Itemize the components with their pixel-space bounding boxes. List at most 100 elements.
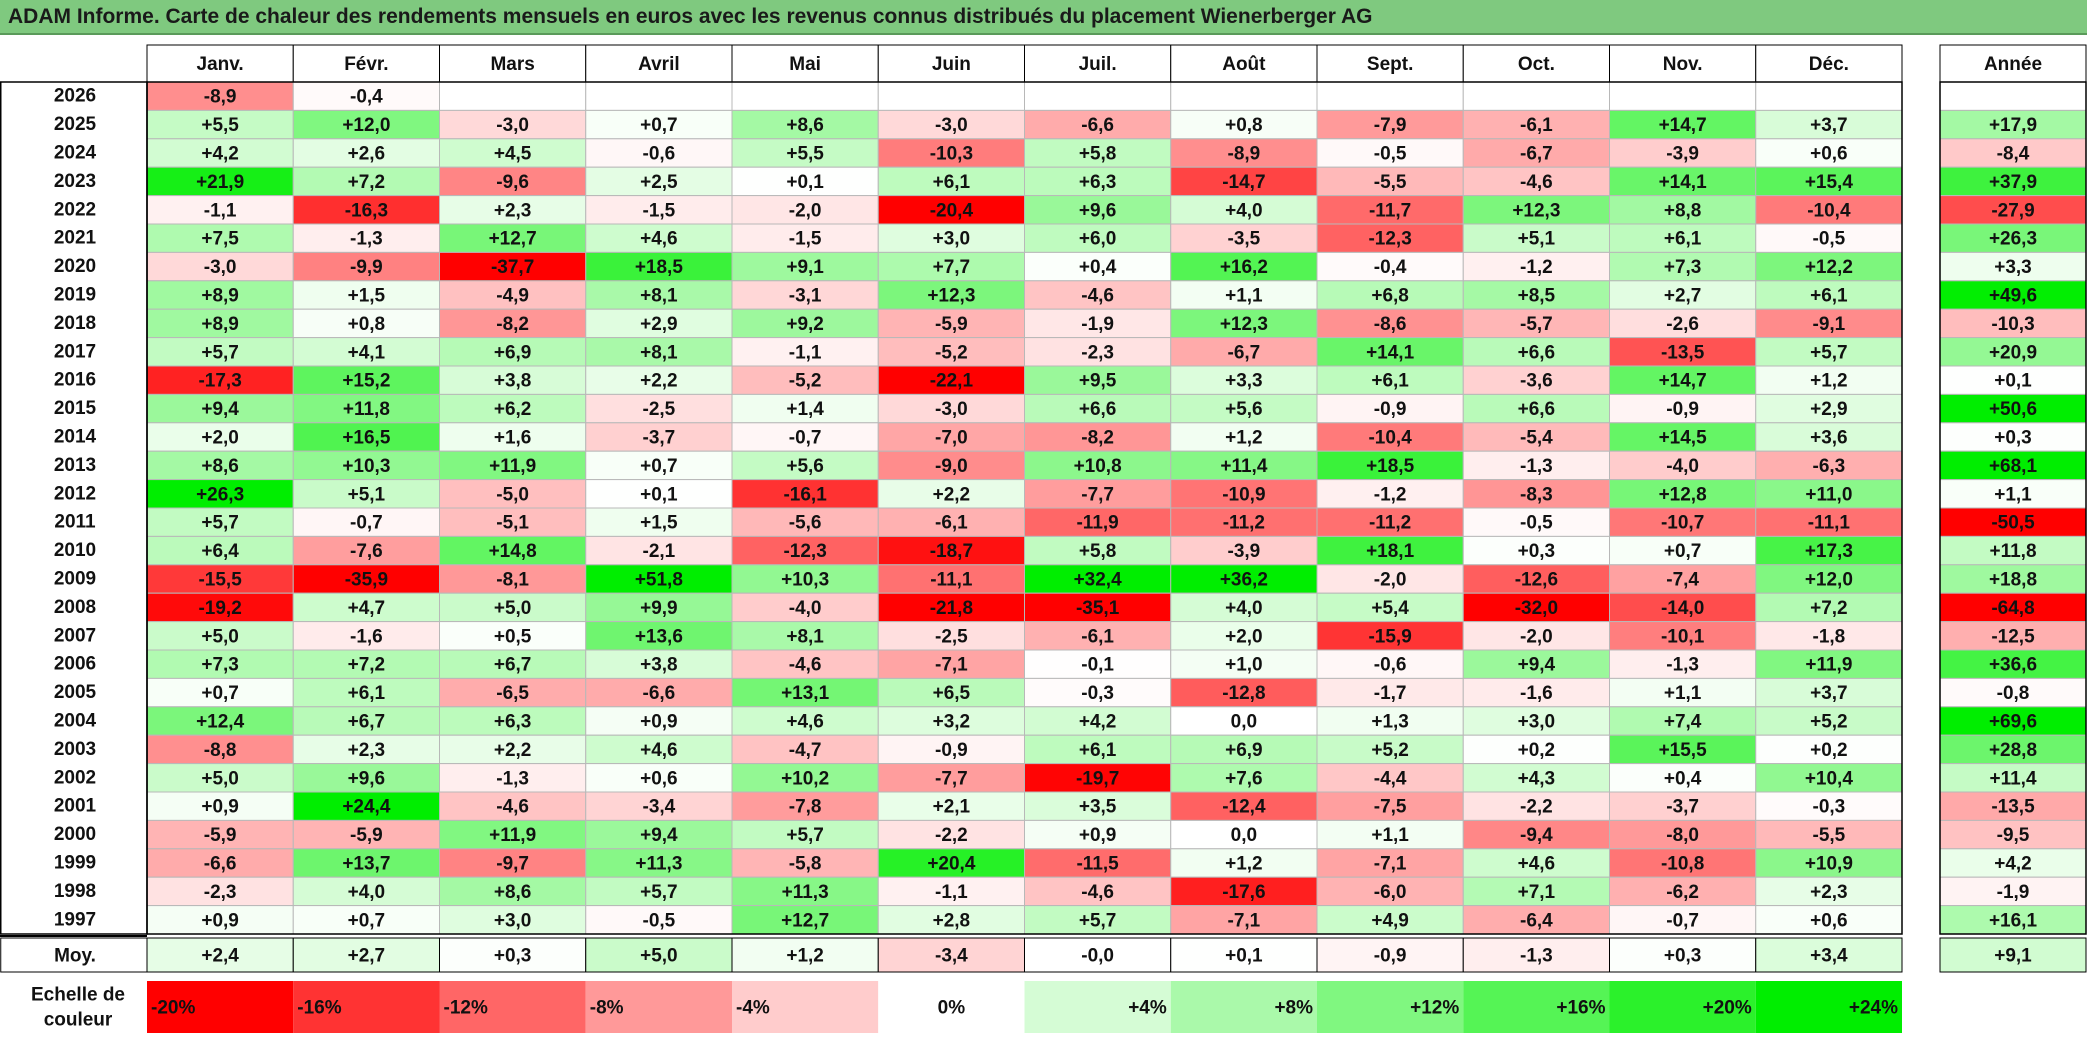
heatmap-cell-value: +0,7 — [640, 456, 678, 477]
heatmap-cell-value: +6,1 — [348, 683, 386, 704]
heatmap-cell — [1462, 138, 1610, 168]
heatmap-cell-value: +6,9 — [1225, 740, 1263, 761]
scale-swatch — [585, 981, 732, 1033]
month-header-4: Avril — [638, 54, 680, 75]
heatmap-cell-value: -3,0 — [496, 115, 529, 136]
average-cell — [292, 937, 440, 973]
heatmap-cell-value: +5,0 — [494, 598, 532, 619]
heatmap-cell — [877, 450, 1025, 481]
heatmap-cell — [585, 109, 733, 140]
heatmap-cell-value: -11,2 — [1369, 513, 1411, 534]
heatmap-cell — [1609, 109, 1757, 140]
heatmap-cell — [1755, 791, 1903, 821]
row-year-label: 2013 — [54, 455, 96, 476]
heatmap-cell-value: +15,4 — [1805, 172, 1854, 193]
heatmap-cell — [1170, 649, 1318, 679]
heatmap-cell — [146, 251, 294, 282]
heatmap-cell — [731, 308, 879, 339]
heatmap-cell — [1755, 507, 1903, 537]
month-header-cell — [1462, 44, 1610, 83]
heatmap-cell — [731, 706, 879, 736]
heatmap-cell — [146, 649, 294, 679]
heatmap-cell-value: +36,2 — [1220, 570, 1268, 591]
heatmap-cell-value: +8,9 — [201, 286, 239, 307]
heatmap-cell-value: +4,3 — [1518, 768, 1556, 789]
heatmap-cell-value: -11,1 — [1808, 513, 1851, 534]
heatmap-cell-value: +5,7 — [786, 825, 824, 846]
heatmap-cell-value: -6,1 — [935, 513, 968, 534]
heatmap-cell-value: +9,9 — [640, 598, 678, 619]
heatmap-cell-value: +32,4 — [1074, 570, 1123, 591]
annual-cell — [1939, 81, 2087, 111]
heatmap-cell-value: -19,7 — [1076, 768, 1119, 789]
heatmap-cell-value: -3,0 — [935, 399, 968, 420]
heatmap-cell-value: +2,8 — [933, 910, 971, 931]
annual-border — [1939, 81, 2087, 935]
heatmap-cell-value: -1,1 — [789, 342, 822, 363]
row-year-label: 2005 — [54, 682, 97, 703]
heatmap-cell-value: +0,2 — [1518, 740, 1556, 761]
heatmap-cell-value: -0,3 — [1081, 683, 1114, 704]
heatmap-cell — [1170, 195, 1318, 225]
heatmap-cell — [1170, 450, 1318, 481]
heatmap-cell — [1462, 308, 1610, 339]
heatmap-cell — [1170, 592, 1318, 623]
scale-stop-label: +16% — [1556, 998, 1605, 1019]
heatmap-cell-value: -14,7 — [1222, 172, 1265, 193]
row-year-label: 1998 — [54, 881, 96, 902]
heatmap-cell — [1316, 422, 1464, 452]
heatmap-cell — [1316, 223, 1464, 253]
heatmap-cell-value: -5,5 — [1374, 172, 1407, 193]
heatmap-cell — [1170, 393, 1318, 424]
heatmap-cell-value: +7,1 — [1518, 882, 1556, 903]
heatmap-cell — [1316, 876, 1464, 907]
heatmap-cell — [1755, 621, 1903, 651]
heatmap-cell-value: -4,6 — [789, 655, 822, 676]
heatmap-cell — [585, 677, 733, 708]
heatmap-cell-value: -8,6 — [1374, 314, 1407, 335]
heatmap-cell-value: +26,3 — [196, 484, 244, 505]
average-cell-value: +0,3 — [494, 946, 532, 967]
heatmap-cell-value: +6,1 — [1810, 286, 1848, 307]
average-cell — [1755, 937, 1903, 973]
heatmap-cell-value: -4,6 — [1081, 286, 1114, 307]
heatmap-border — [146, 81, 1903, 935]
month-header-cell — [1755, 44, 1903, 83]
heatmap-cell-value: +7,5 — [201, 229, 239, 250]
heatmap-cell-value: -11,9 — [1076, 513, 1118, 534]
heatmap-cell-value: -3,4 — [643, 797, 676, 818]
heatmap-cell — [146, 535, 294, 566]
heatmap-cell-value: +2,3 — [494, 200, 532, 221]
heatmap-cell-value: -35,1 — [1076, 598, 1120, 619]
scale-swatch — [147, 981, 294, 1033]
heatmap-cell — [1024, 337, 1172, 367]
heatmap-cell-value: +18,5 — [1366, 456, 1415, 477]
heatmap-cell-value: +0,6 — [640, 768, 678, 789]
scale-stop-label: -4% — [736, 998, 770, 1019]
heatmap-cell — [1462, 81, 1610, 111]
annual-cell-value: +11,4 — [1989, 768, 2036, 789]
row-year-label: 2019 — [54, 285, 96, 306]
heatmap-cell-value: -0,7 — [350, 513, 383, 534]
heatmap-cell-value: -0,9 — [1374, 399, 1407, 420]
heatmap-cell — [439, 337, 587, 367]
heatmap-cell — [1462, 819, 1610, 850]
heatmap-cell-value: -6,2 — [1666, 882, 1699, 903]
heatmap-cell-value: +8,9 — [201, 314, 239, 335]
annual-cell-value: +16,1 — [1989, 910, 2038, 931]
heatmap-cell-value: +13,6 — [635, 626, 683, 647]
heatmap-cell — [1170, 905, 1318, 935]
heatmap-cell-value: -0,9 — [1666, 399, 1699, 420]
heatmap-cell — [439, 81, 587, 111]
heatmap-cell-value: +12,3 — [1220, 314, 1268, 335]
heatmap-cell — [1170, 621, 1318, 651]
scale-stop-label: +20% — [1703, 998, 1752, 1019]
heatmap-cell-value: +1,6 — [494, 428, 532, 449]
heatmap-cell-value: +1,1 — [1225, 286, 1263, 307]
row-year-label: 2022 — [54, 199, 96, 220]
annual-cell-value: +20,9 — [1989, 342, 2037, 363]
heatmap-cell — [1170, 223, 1318, 253]
heatmap-cell — [731, 450, 879, 481]
heatmap-cell — [585, 564, 733, 594]
heatmap-cell-value: -8,9 — [204, 87, 237, 108]
